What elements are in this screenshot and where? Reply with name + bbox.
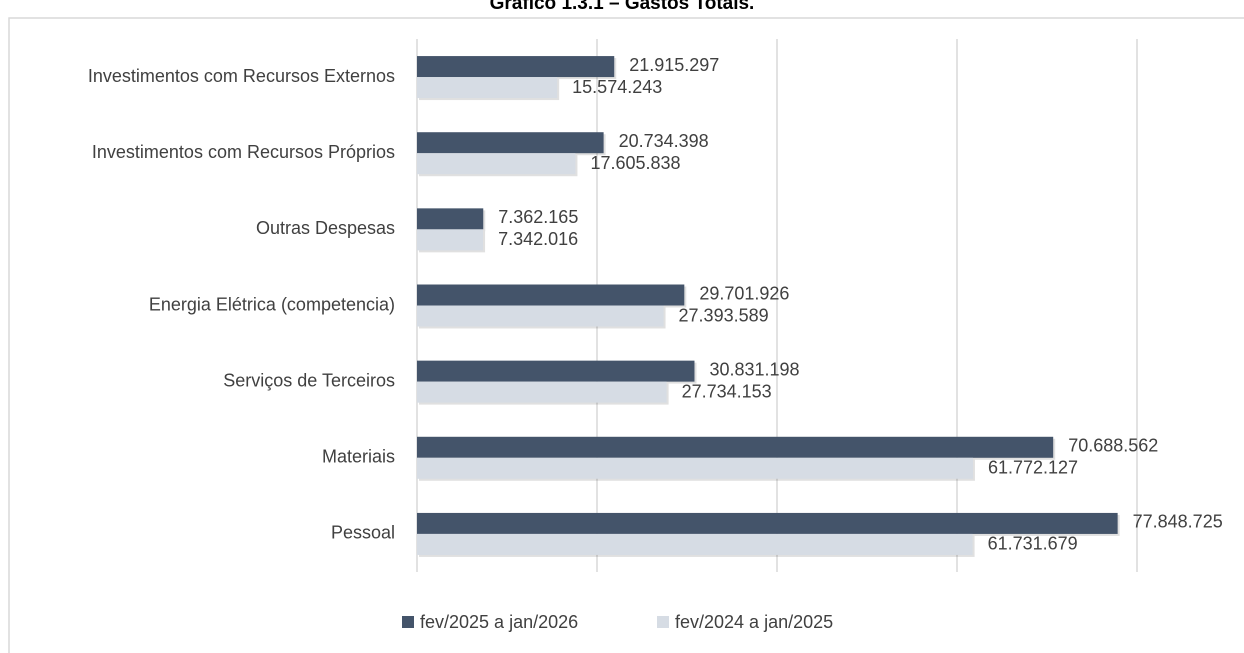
bar: [417, 284, 685, 306]
y-tick-label: Outras Despesas: [256, 218, 395, 238]
bar: [417, 56, 615, 78]
bar: [417, 360, 695, 382]
bar: [417, 153, 576, 175]
data-label: 7.342.016: [498, 229, 578, 249]
chart-title: Gráfico 1.3.1 – Gastos Totais.: [490, 0, 755, 14]
data-label: 21.915.297: [629, 55, 719, 75]
data-label: 7.362.165: [498, 207, 578, 227]
legend-swatch: [657, 616, 669, 628]
bar: [417, 436, 1054, 458]
bar: [417, 132, 604, 154]
y-tick-label: Pessoal: [331, 523, 395, 543]
data-label: 27.734.153: [682, 381, 772, 401]
data-label: 77.848.725: [1133, 512, 1223, 532]
y-tick-label: Investimentos com Recursos Externos: [88, 66, 395, 86]
bar: [417, 512, 1118, 534]
data-label: 61.731.679: [988, 534, 1078, 554]
bar: [417, 77, 558, 99]
bar: [417, 208, 484, 230]
data-label: 70.688.562: [1068, 436, 1158, 456]
y-tick-label: Materiais: [322, 447, 395, 467]
data-label: 17.605.838: [590, 153, 680, 173]
data-label: 20.734.398: [619, 131, 709, 151]
data-label: 30.831.198: [709, 359, 799, 379]
data-label: 27.393.589: [679, 305, 769, 325]
y-tick-label: Energia Elétrica (competencia): [149, 294, 395, 314]
legend-swatch: [402, 616, 414, 628]
legend-label: fev/2025 a jan/2026: [420, 612, 578, 632]
bar: [417, 381, 667, 403]
legend-label: fev/2024 a jan/2025: [675, 612, 833, 632]
bar: [417, 533, 973, 555]
y-tick-label: Investimentos com Recursos Próprios: [92, 142, 395, 162]
data-label: 29.701.926: [699, 283, 789, 303]
bar: [417, 305, 664, 327]
bar: [417, 229, 484, 251]
bar: [417, 457, 973, 479]
data-label: 15.574.243: [572, 77, 662, 97]
data-label: 61.772.127: [988, 458, 1078, 478]
chart-frame: [8, 17, 1244, 653]
y-tick-label: Serviços de Terceiros: [223, 370, 395, 390]
